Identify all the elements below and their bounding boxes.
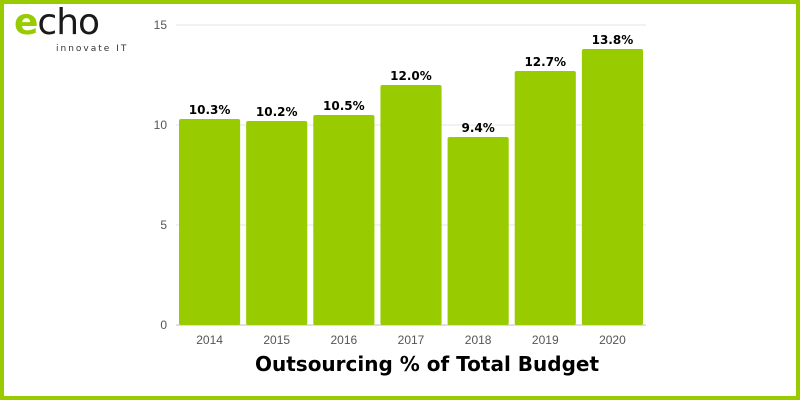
logo-first-letter: e (14, 2, 38, 43)
x-tick-label: 2015 (263, 333, 290, 347)
bar-2015 (246, 121, 308, 325)
y-tick-label: 0 (160, 318, 167, 332)
bar-2016 (313, 115, 375, 325)
y-tick-label: 10 (154, 118, 168, 132)
data-label: 12.0% (390, 69, 432, 83)
chart-title: Outsourcing % of Total Budget (254, 352, 600, 376)
y-tick-label: 5 (160, 218, 167, 232)
bar-2020 (581, 49, 643, 325)
logo-rest: cho (37, 2, 100, 43)
x-tick-label: 2016 (331, 333, 358, 347)
data-label: 9.4% (462, 121, 495, 135)
data-label: 12.7% (524, 55, 566, 69)
data-label: 10.3% (189, 103, 231, 117)
x-tick-label: 2019 (532, 333, 559, 347)
bar-2014 (179, 119, 241, 325)
x-tick-label: 2014 (196, 333, 223, 347)
bar-2017 (380, 85, 442, 325)
data-label: 13.8% (592, 33, 634, 47)
echo-logo: echo innovate IT (10, 2, 130, 60)
x-tick-label: 2020 (599, 333, 626, 347)
x-tick-label: 2018 (465, 333, 492, 347)
y-tick-label: 15 (154, 18, 168, 32)
bars (179, 49, 643, 325)
data-labels: 10.3% 10.2% 10.5% 12.0% 9.4% 12.7% 13.8% (189, 33, 633, 135)
data-label: 10.2% (256, 105, 298, 119)
bar-2019 (514, 71, 576, 325)
data-label: 10.5% (323, 99, 365, 113)
logo-tagline: innovate IT (56, 44, 129, 54)
y-axis-ticks: 0 5 10 15 (154, 18, 168, 332)
x-tick-label: 2017 (398, 333, 425, 347)
bar-2018 (447, 137, 509, 325)
logo-wordmark: echo (14, 2, 100, 43)
x-axis-ticks: 2014 2015 2016 2017 2018 2019 2020 (196, 333, 626, 347)
